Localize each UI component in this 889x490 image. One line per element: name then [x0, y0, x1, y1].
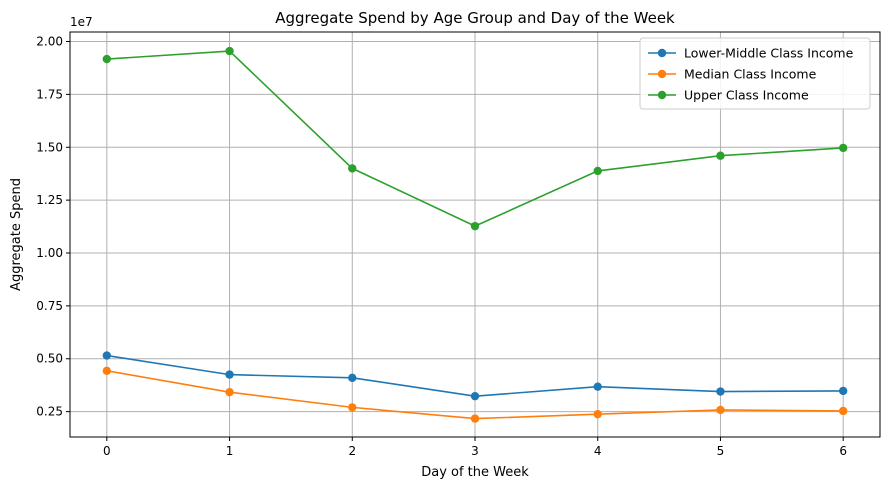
data-point [593, 382, 602, 391]
legend-marker [657, 69, 667, 79]
grid-lines [70, 32, 880, 437]
series-lower-middle-class-income [102, 351, 848, 401]
y-tick-label: 1.50 [36, 140, 63, 154]
y-tick-label: 0.75 [36, 299, 63, 313]
data-point [102, 351, 112, 360]
x-tick-label: 3 [471, 444, 479, 458]
data-point [593, 409, 602, 419]
legend-label: Upper Class Income [684, 88, 809, 103]
y-tick-label: 2.00 [36, 35, 63, 49]
series-upper-class-income [102, 46, 848, 231]
legend-label: Lower-Middle Class Income [684, 46, 854, 61]
y-tick-label: 1.00 [36, 246, 63, 260]
y-tick-label: 1.25 [36, 193, 63, 207]
legend-label: Median Class Income [684, 67, 817, 82]
y-tick-label: 0.25 [36, 405, 63, 419]
data-point [716, 151, 725, 160]
legend-marker [657, 90, 667, 100]
data-point [470, 414, 480, 423]
data-point [716, 387, 725, 396]
legend-box [639, 37, 871, 110]
data-point [102, 366, 112, 376]
x-tick-label: 0 [103, 444, 111, 458]
x-tick-label: 6 [839, 444, 847, 458]
data-point [470, 221, 480, 231]
series-layer [102, 46, 848, 423]
x-axis-ticks: 0 1 2 3 4 5 6 [103, 437, 847, 458]
y-tick-label: 0.50 [36, 352, 63, 366]
data-point [102, 54, 112, 64]
y-axis-scale-note: 1e7 [70, 15, 93, 29]
x-tick-label: 4 [594, 444, 602, 458]
x-tick-label: 5 [717, 444, 725, 458]
data-point [470, 391, 480, 401]
data-point [838, 143, 848, 153]
series-median-class-income [102, 366, 848, 423]
x-tick-label: 2 [348, 444, 356, 458]
y-tick-label: 1.75 [36, 87, 63, 101]
data-point [225, 387, 234, 397]
data-point [593, 166, 602, 176]
y-axis-label: Aggregate Spend [9, 178, 24, 291]
data-point [348, 164, 357, 173]
data-point [838, 406, 848, 416]
chart-title: Aggregate Spend by Age Group and Day of … [275, 9, 675, 27]
data-point [716, 405, 725, 415]
legend: Lower-Middle Class Income Median Class In… [639, 37, 871, 110]
y-axis-ticks: 0.25 0.50 0.75 1.00 1.25 1.50 1.75 2.00 [36, 35, 70, 419]
legend-marker [657, 48, 667, 58]
x-axis-label: Day of the Week [421, 465, 529, 480]
data-point [838, 386, 848, 396]
data-point [348, 403, 357, 412]
data-point [348, 373, 357, 382]
data-point [225, 370, 234, 379]
data-point [225, 46, 234, 56]
x-tick-label: 1 [226, 444, 234, 458]
